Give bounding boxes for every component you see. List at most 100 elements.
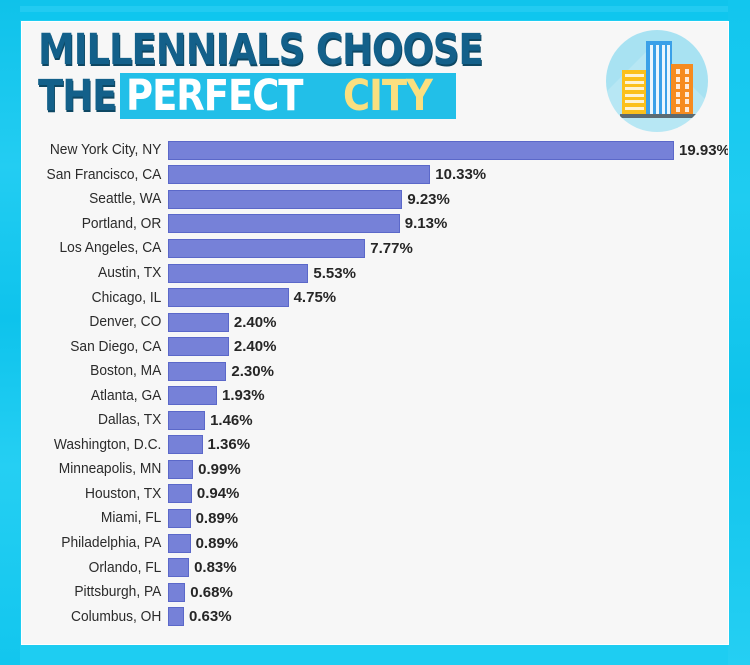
chart-bar — [168, 337, 229, 357]
chart-row: Austin, TX 5.53% — [22, 261, 728, 286]
chart-row-label: Minneapolis, MN — [58, 461, 162, 478]
chart-row-label: San Francisco, CA — [46, 166, 162, 183]
chart-row: Houston, TX 0.94% — [22, 482, 728, 507]
chart-row-label: Los Angeles, CA — [59, 240, 162, 257]
chart-row-value: 0.63% — [189, 608, 232, 626]
chart-row: Boston, MA 2.30% — [22, 359, 728, 384]
yellow-building-stripe — [625, 100, 644, 103]
yellow-building-stripe — [625, 74, 644, 77]
city-buildings-icon — [606, 30, 708, 132]
chart-row-label: Portland, OR — [81, 215, 162, 232]
orange-building-window — [685, 84, 689, 89]
chart-bar — [168, 361, 227, 381]
chart-row-label: Austin, TX — [98, 265, 162, 281]
chart-bar — [168, 386, 217, 406]
city-popularity-bar-chart: New York City, NY 19.93% San Francisco, CA… — [22, 138, 728, 644]
yellow-building-stripe — [625, 87, 644, 90]
chart-row-label: Washington, D.C. — [53, 436, 162, 453]
chart-bar — [168, 410, 206, 430]
chart-row: Columbus, OH 0.63% — [22, 604, 728, 629]
infographic-card: MILLENNIALS CHOOSE THE PERFECT CITY New … — [22, 22, 728, 644]
chart-row-label: Chicago, IL — [91, 289, 162, 306]
chart-row-value: 0.68% — [190, 583, 233, 601]
chart-row-value: 19.93% — [679, 141, 728, 159]
title-word-perfect: PERFECT — [126, 71, 304, 121]
chart-row: Seattle, WA 9.23% — [22, 187, 728, 212]
chart-row: Los Angeles, CA 7.77% — [22, 236, 728, 261]
chart-row-label: Orlando, FL — [88, 559, 162, 576]
icon-circle-background — [606, 30, 708, 132]
chart-bar — [168, 607, 184, 627]
orange-building-window — [676, 84, 680, 89]
chart-row-value: 2.30% — [231, 362, 274, 380]
chart-bar — [168, 214, 400, 234]
chart-row: Orlando, FL 0.83% — [22, 555, 728, 580]
chart-row: New York City, NY 19.93% — [22, 138, 728, 163]
chart-row-value: 2.40% — [233, 313, 277, 331]
chart-bar — [168, 312, 229, 332]
chart-row: Minneapolis, MN 0.99% — [22, 457, 728, 482]
orange-building-window — [685, 99, 689, 104]
orange-building-window — [685, 91, 689, 97]
chart-bar — [168, 459, 194, 479]
chart-row-value: 1.46% — [210, 411, 253, 429]
blue-building-stripe — [650, 45, 653, 114]
chart-bar — [168, 435, 203, 455]
chart-row: Dallas, TX 1.46% — [22, 408, 728, 433]
chart-row-label: Denver, CO — [89, 314, 162, 331]
orange-building-window — [676, 91, 680, 97]
orange-building-window — [685, 76, 689, 82]
building-base — [620, 114, 696, 118]
blue-building-stripe — [656, 45, 659, 114]
chart-bar — [168, 263, 309, 283]
chart-row-value: 5.53% — [313, 264, 356, 282]
chart-row-value: 0.89% — [195, 509, 239, 527]
chart-bar — [168, 165, 431, 185]
chart-bar — [168, 189, 403, 209]
chart-row-value: 0.89% — [195, 534, 239, 552]
chart-bar — [168, 582, 186, 602]
blue-building-icon — [646, 41, 672, 114]
chart-bar — [168, 140, 674, 160]
blue-building-stripe — [667, 45, 670, 114]
chart-bar — [168, 238, 366, 258]
yellow-building-stripe — [625, 93, 644, 97]
orange-building-window — [685, 106, 689, 112]
chart-row-value: 1.93% — [222, 387, 265, 405]
chart-bar — [168, 533, 191, 553]
chart-bar — [168, 288, 289, 308]
yellow-building-stripe — [625, 80, 644, 84]
title-line-1: MILLENNIALS CHOOSE — [38, 25, 484, 75]
orange-building-icon — [671, 64, 693, 114]
chart-row: Portland, OR 9.13% — [22, 212, 728, 237]
title-word-city: CITY — [343, 71, 433, 121]
chart-row-label: Pittsburgh, PA — [74, 584, 162, 601]
chart-row: San Francisco, CA 10.33% — [22, 163, 728, 188]
chart-row: San Diego, CA 2.40% — [22, 334, 728, 359]
chart-row-value: 10.33% — [435, 166, 487, 184]
chart-row-value: 4.75% — [293, 289, 337, 307]
chart-row-label: New York City, NY — [49, 142, 162, 159]
chart-row: Pittsburgh, PA 0.68% — [22, 580, 728, 605]
chart-row-value: 1.36% — [207, 436, 251, 454]
chart-row: Philadelphia, PA 0.89% — [22, 531, 728, 556]
blue-building-stripe — [662, 45, 665, 114]
chart-bar — [168, 508, 191, 528]
chart-row-label: Houston, TX — [85, 485, 162, 502]
title-line-2: THE PERFECT CITY — [38, 73, 555, 119]
yellow-building-icon — [622, 70, 647, 114]
chart-row-label: Seattle, WA — [89, 191, 162, 208]
orange-building-window — [676, 69, 680, 74]
chart-row-value: 0.83% — [194, 559, 237, 577]
orange-building-window — [676, 76, 680, 82]
header: MILLENNIALS CHOOSE THE PERFECT CITY — [22, 22, 728, 138]
chart-row-value: 9.23% — [407, 190, 450, 208]
title-highlight-band: PERFECT CITY — [120, 71, 456, 121]
chart-row-value: 7.77% — [370, 239, 413, 257]
chart-bar — [168, 558, 190, 578]
chart-row-label: San Diego, CA — [70, 338, 162, 355]
chart-row-value: 9.13% — [404, 215, 448, 233]
chart-bar — [168, 484, 192, 504]
chart-row-value: 0.99% — [198, 460, 241, 478]
chart-row-label: Philadelphia, PA — [61, 535, 162, 552]
